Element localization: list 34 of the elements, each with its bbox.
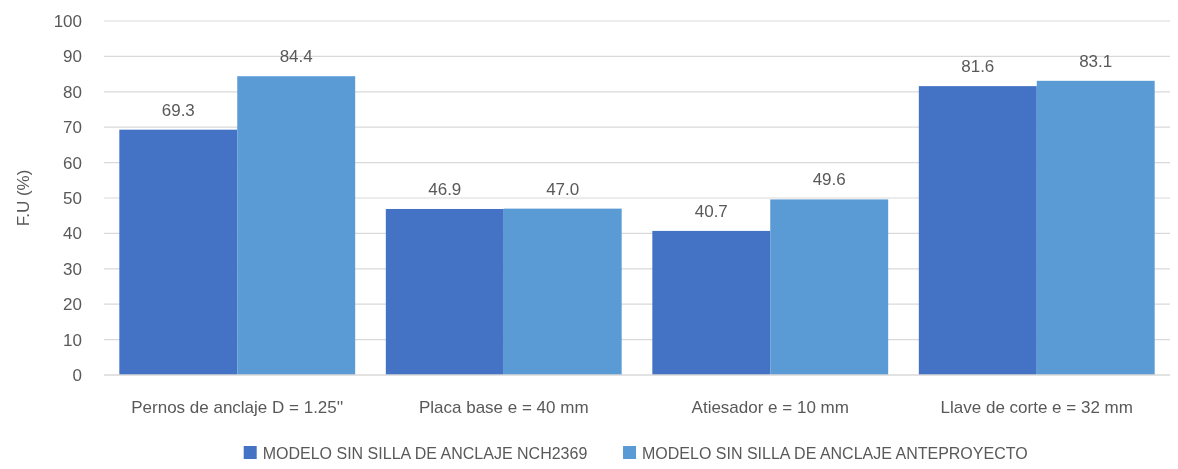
bar <box>119 129 238 375</box>
data-label: 46.9 <box>428 179 462 199</box>
data-label: 49.6 <box>812 170 846 190</box>
data-label: 81.6 <box>961 57 995 77</box>
bar <box>652 230 771 375</box>
x-tick-label: Placa base e = 40 mm <box>418 398 589 417</box>
legend-label: MODELO SIN SILLA DE ANCLAJE NCH2369 <box>262 445 588 462</box>
data-label: 69.3 <box>161 100 195 120</box>
bar <box>385 208 504 375</box>
y-tick-label: 10 <box>63 330 82 350</box>
y-tick-label: 60 <box>63 153 82 173</box>
bar <box>503 208 622 375</box>
legend-label: MODELO SIN SILLA DE ANCLAJE ANTEPROYECTO <box>642 445 1028 462</box>
x-tick-label: Pernos de anclaje D = 1.25'' <box>131 398 344 417</box>
bar <box>770 199 889 375</box>
data-label: 83.1 <box>1079 51 1113 71</box>
y-tick-label: 90 <box>63 47 82 67</box>
y-axis-title: F.U (%) <box>14 169 33 227</box>
data-label: 47.0 <box>546 179 580 199</box>
y-tick-label: 100 <box>53 11 82 31</box>
y-tick-label: 0 <box>72 365 82 385</box>
bar <box>918 86 1037 375</box>
y-tick-label: 70 <box>63 118 82 138</box>
y-tick-label: 20 <box>63 295 82 315</box>
bar <box>237 76 356 375</box>
x-tick-label: Atiesador e = 10 mm <box>691 398 849 417</box>
data-label: 84.4 <box>279 47 313 67</box>
y-tick-label: 40 <box>63 224 82 244</box>
y-tick-label: 80 <box>63 82 82 102</box>
y-tick-label: 30 <box>63 259 82 279</box>
bar <box>1036 80 1155 375</box>
x-tick-label: Llave de corte e = 32 mm <box>940 398 1133 417</box>
y-tick-label: 50 <box>63 188 82 208</box>
data-label: 40.7 <box>694 201 728 221</box>
